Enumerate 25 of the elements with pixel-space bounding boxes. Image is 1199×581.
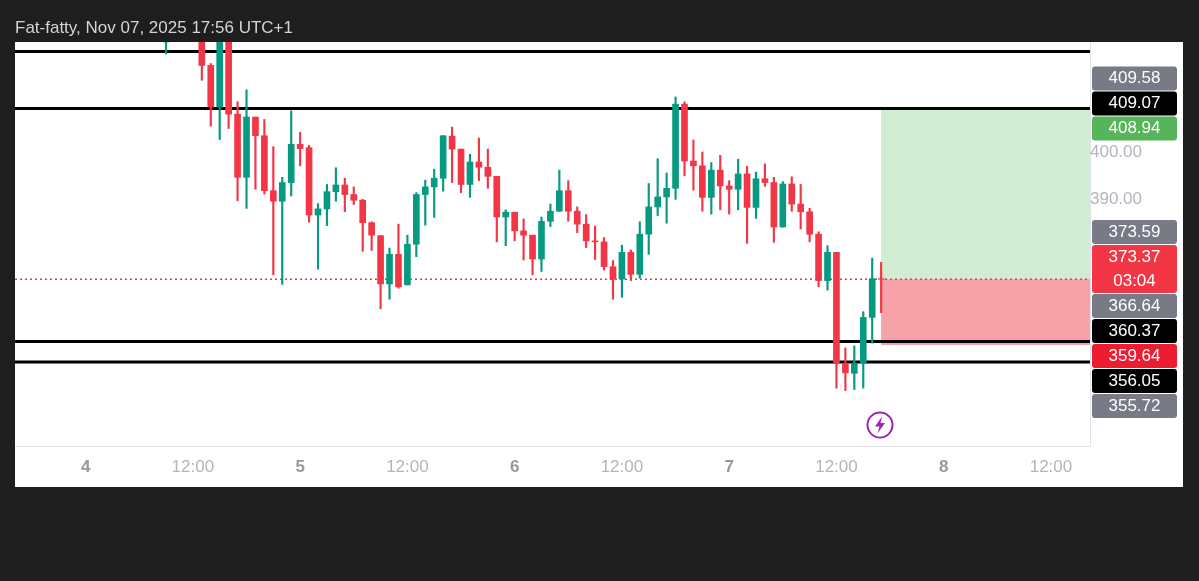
text: 409.58 — [1108, 68, 1161, 88]
x-tick-label: 6 — [509, 456, 520, 476]
chart-title: Fat-fatty, Nov 07, 2025 17:56 UTC+1 — [15, 18, 293, 38]
x-tick-label: 7 — [724, 456, 734, 476]
candlestick — [252, 116, 259, 190]
text: 373.59 — [1108, 221, 1161, 241]
ref-line-label: 409.07 — [1108, 93, 1161, 113]
text: 355.72 — [1108, 395, 1161, 415]
text: 366.64 — [1108, 295, 1161, 315]
x-tick-label: 12:00 — [171, 456, 215, 476]
y-tick-label: 400.00 — [1090, 141, 1142, 161]
ref-line-label: 356.05 — [1108, 370, 1161, 390]
ref-line-label: 360.37 — [1108, 320, 1161, 340]
y-tick-label: 390.00 — [1090, 189, 1142, 209]
x-tick-label: 12:00 — [600, 456, 644, 476]
band-label: 359.64 — [1108, 345, 1161, 365]
x-tick-label: 5 — [295, 456, 305, 476]
ref-line-label: 373.37 03:04 — [1108, 246, 1161, 290]
x-tick-label: 12:00 — [815, 456, 858, 476]
x-tick-label: 12:00 — [386, 456, 429, 476]
x-tick-label: 4 — [80, 456, 91, 476]
x-tick-label: 12:00 — [1029, 456, 1073, 476]
candlestick — [690, 139, 697, 191]
x-tick-label: 8 — [938, 456, 949, 476]
band-label: 408.94 — [1108, 118, 1161, 138]
